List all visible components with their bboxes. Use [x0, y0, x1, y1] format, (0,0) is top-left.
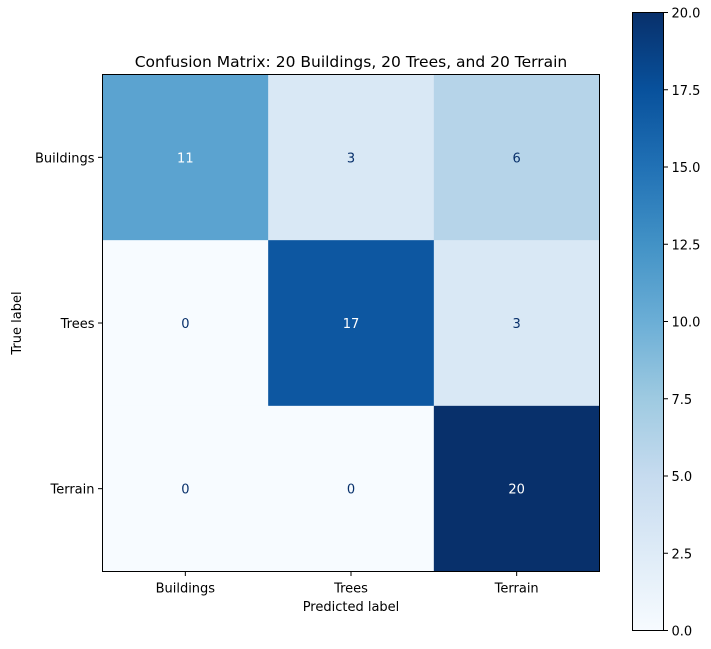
matrix-cell-r2-c0 [102, 405, 269, 572]
cell-value-label-r0-c1: 3 [347, 151, 355, 166]
y-tick-label: Terrain [49, 483, 94, 498]
x-axis-ticks: Buildings Trees Terrain [156, 571, 539, 597]
cell-value-label-r2-c2: 20 [508, 483, 525, 498]
cell-value-label-r2-c0: 0 [181, 483, 189, 498]
colorbar-tick-label: 7.5 [672, 393, 693, 408]
colorbar [632, 12, 664, 631]
colorbar-tick-label: 10.0 [672, 316, 701, 331]
chart-title: Confusion Matrix: 20 Buildings, 20 Trees… [135, 53, 568, 71]
cell-value-label-r1-c2: 3 [513, 317, 521, 332]
matrix-cell-labels: 11 3 6 0 17 3 0 0 20 [177, 151, 525, 497]
y-axis-ticks: Buildings Trees Terrain [35, 151, 103, 498]
y-axis-label: True label [10, 291, 25, 355]
matrix-cells [102, 74, 600, 572]
matrix-cell-r2-c1 [268, 405, 435, 572]
cell-value-label-r0-c2: 6 [513, 151, 521, 166]
x-tick-label: Terrain [494, 582, 539, 597]
y-tick-label: Buildings [35, 151, 95, 166]
colorbar-tick-label: 2.5 [672, 547, 693, 562]
y-tick-label: Trees [60, 317, 95, 332]
x-axis-label: Predicted label [303, 600, 400, 615]
x-tick-label: Trees [333, 582, 368, 597]
colorbar-tick-label: 12.5 [672, 238, 701, 253]
matrix-cell-r1-c2 [433, 240, 600, 407]
matrix-cell-r2-c2 [433, 405, 600, 572]
cell-value-label-r1-c0: 0 [181, 317, 189, 332]
matrix-cell-r1-c0 [102, 240, 269, 407]
colorbar-tick-label: 0.0 [672, 625, 693, 640]
matrix-cell-r0-c0 [102, 74, 269, 241]
colorbar-tick-label: 5.0 [672, 470, 693, 485]
cell-value-label-r0-c0: 11 [177, 151, 194, 166]
matrix-cell-r1-c1 [268, 240, 435, 407]
cell-value-label-r1-c1: 17 [343, 317, 360, 332]
matrix-cell-r0-c1 [268, 74, 435, 241]
colorbar-tick-label: 17.5 [672, 84, 701, 99]
colorbar-ticks: 0.0 2.5 5.0 7.5 10.0 12.5 15.0 17.5 20.0 [663, 7, 701, 640]
x-tick-label: Buildings [156, 582, 216, 597]
cell-value-label-r2-c1: 0 [347, 483, 355, 498]
colorbar-tick-label: 15.0 [672, 161, 701, 176]
colorbar-tick-label: 20.0 [672, 7, 701, 22]
matrix-cell-r0-c2 [433, 74, 600, 241]
